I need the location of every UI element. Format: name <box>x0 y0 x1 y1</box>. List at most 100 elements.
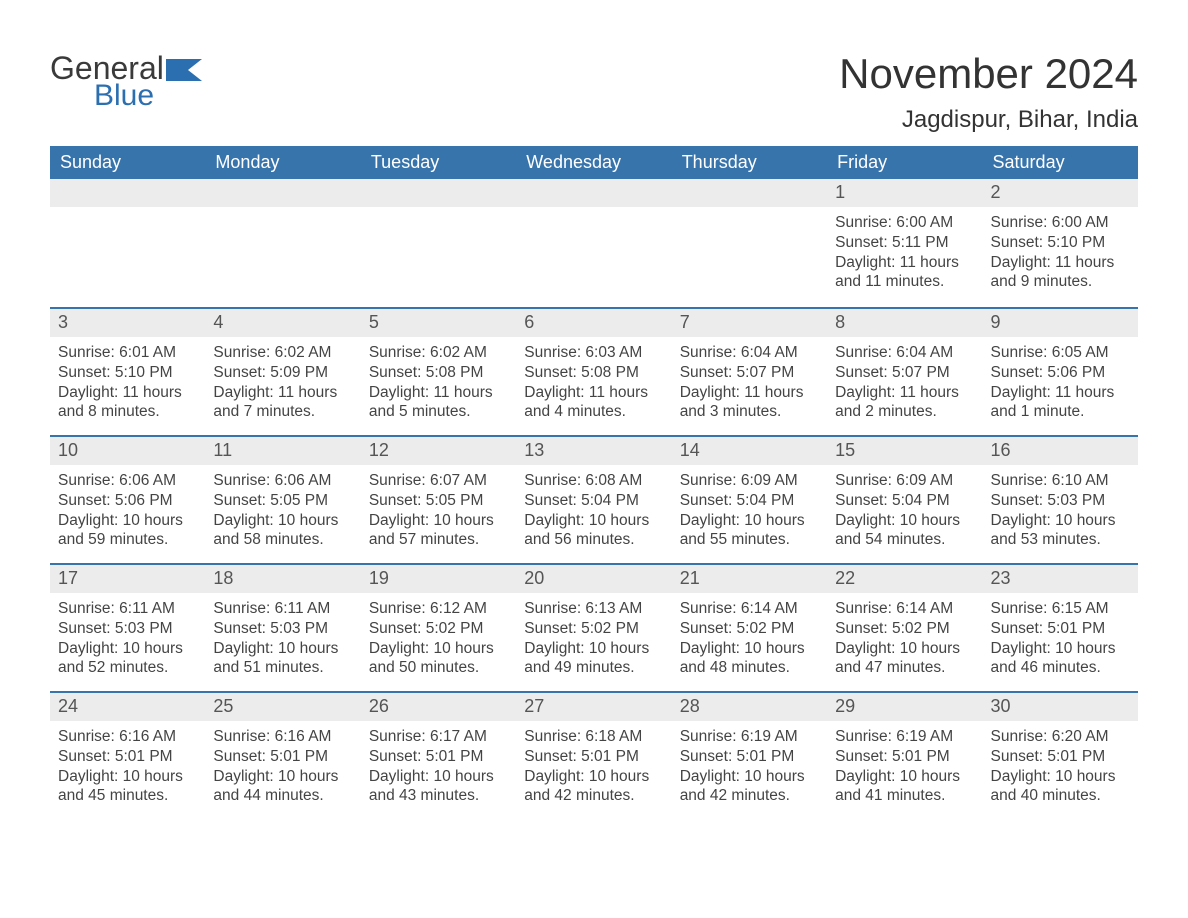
day-body: Sunrise: 6:06 AMSunset: 5:06 PMDaylight:… <box>50 465 205 562</box>
day-body: Sunrise: 6:03 AMSunset: 5:08 PMDaylight:… <box>516 337 671 434</box>
sunset-text: Sunset: 5:05 PM <box>213 491 352 511</box>
day-number: 20 <box>516 565 671 593</box>
daylight-text: Daylight: 11 hours and 5 minutes. <box>369 383 508 423</box>
day-cell: 14Sunrise: 6:09 AMSunset: 5:04 PMDayligh… <box>672 437 827 563</box>
weekday-header: Sunday <box>50 146 205 179</box>
weekday-header: Wednesday <box>516 146 671 179</box>
day-number: 9 <box>983 309 1138 337</box>
daylight-text: Daylight: 11 hours and 7 minutes. <box>213 383 352 423</box>
sunrise-text: Sunrise: 6:08 AM <box>524 471 663 491</box>
day-number: 30 <box>983 693 1138 721</box>
sunrise-text: Sunrise: 6:13 AM <box>524 599 663 619</box>
daylight-text: Daylight: 11 hours and 1 minute. <box>991 383 1130 423</box>
sunset-text: Sunset: 5:05 PM <box>369 491 508 511</box>
day-cell: 26Sunrise: 6:17 AMSunset: 5:01 PMDayligh… <box>361 693 516 819</box>
day-body <box>205 207 360 225</box>
sunset-text: Sunset: 5:10 PM <box>58 363 197 383</box>
day-cell: 17Sunrise: 6:11 AMSunset: 5:03 PMDayligh… <box>50 565 205 691</box>
day-cell: 22Sunrise: 6:14 AMSunset: 5:02 PMDayligh… <box>827 565 982 691</box>
day-cell: 1Sunrise: 6:00 AMSunset: 5:11 PMDaylight… <box>827 179 982 307</box>
week-row: 17Sunrise: 6:11 AMSunset: 5:03 PMDayligh… <box>50 563 1138 691</box>
day-cell: 20Sunrise: 6:13 AMSunset: 5:02 PMDayligh… <box>516 565 671 691</box>
day-body: Sunrise: 6:19 AMSunset: 5:01 PMDaylight:… <box>827 721 982 818</box>
sunrise-text: Sunrise: 6:04 AM <box>835 343 974 363</box>
sunset-text: Sunset: 5:10 PM <box>991 233 1130 253</box>
day-number: 17 <box>50 565 205 593</box>
day-cell: 4Sunrise: 6:02 AMSunset: 5:09 PMDaylight… <box>205 309 360 435</box>
day-body: Sunrise: 6:19 AMSunset: 5:01 PMDaylight:… <box>672 721 827 818</box>
location: Jagdispur, Bihar, India <box>839 106 1138 134</box>
daylight-text: Daylight: 10 hours and 40 minutes. <box>991 767 1130 807</box>
sunrise-text: Sunrise: 6:16 AM <box>58 727 197 747</box>
day-body <box>516 207 671 225</box>
day-body: Sunrise: 6:01 AMSunset: 5:10 PMDaylight:… <box>50 337 205 434</box>
sunrise-text: Sunrise: 6:03 AM <box>524 343 663 363</box>
daylight-text: Daylight: 10 hours and 57 minutes. <box>369 511 508 551</box>
day-body: Sunrise: 6:07 AMSunset: 5:05 PMDaylight:… <box>361 465 516 562</box>
day-number: 18 <box>205 565 360 593</box>
day-cell: 16Sunrise: 6:10 AMSunset: 5:03 PMDayligh… <box>983 437 1138 563</box>
sunset-text: Sunset: 5:08 PM <box>369 363 508 383</box>
day-number: 3 <box>50 309 205 337</box>
day-cell: 9Sunrise: 6:05 AMSunset: 5:06 PMDaylight… <box>983 309 1138 435</box>
sunset-text: Sunset: 5:01 PM <box>213 747 352 767</box>
sunrise-text: Sunrise: 6:01 AM <box>58 343 197 363</box>
sunrise-text: Sunrise: 6:10 AM <box>991 471 1130 491</box>
day-number: 14 <box>672 437 827 465</box>
day-body: Sunrise: 6:11 AMSunset: 5:03 PMDaylight:… <box>50 593 205 690</box>
day-number: 28 <box>672 693 827 721</box>
day-number: 29 <box>827 693 982 721</box>
sunset-text: Sunset: 5:09 PM <box>213 363 352 383</box>
sunrise-text: Sunrise: 6:15 AM <box>991 599 1130 619</box>
daylight-text: Daylight: 10 hours and 42 minutes. <box>680 767 819 807</box>
daylight-text: Daylight: 11 hours and 11 minutes. <box>835 253 974 293</box>
sunset-text: Sunset: 5:01 PM <box>58 747 197 767</box>
day-cell: 28Sunrise: 6:19 AMSunset: 5:01 PMDayligh… <box>672 693 827 819</box>
sunset-text: Sunset: 5:07 PM <box>680 363 819 383</box>
daylight-text: Daylight: 11 hours and 3 minutes. <box>680 383 819 423</box>
title-block: November 2024 Jagdispur, Bihar, India <box>839 30 1138 134</box>
week-row: 3Sunrise: 6:01 AMSunset: 5:10 PMDaylight… <box>50 307 1138 435</box>
calendar: Sunday Monday Tuesday Wednesday Thursday… <box>50 146 1138 819</box>
day-body: Sunrise: 6:11 AMSunset: 5:03 PMDaylight:… <box>205 593 360 690</box>
week-row: 24Sunrise: 6:16 AMSunset: 5:01 PMDayligh… <box>50 691 1138 819</box>
sunrise-text: Sunrise: 6:04 AM <box>680 343 819 363</box>
daylight-text: Daylight: 10 hours and 55 minutes. <box>680 511 819 551</box>
day-number: 12 <box>361 437 516 465</box>
day-body: Sunrise: 6:14 AMSunset: 5:02 PMDaylight:… <box>672 593 827 690</box>
sunset-text: Sunset: 5:01 PM <box>991 619 1130 639</box>
sunset-text: Sunset: 5:01 PM <box>835 747 974 767</box>
day-cell: 21Sunrise: 6:14 AMSunset: 5:02 PMDayligh… <box>672 565 827 691</box>
logo: General Blue <box>50 30 202 113</box>
daylight-text: Daylight: 10 hours and 56 minutes. <box>524 511 663 551</box>
daylight-text: Daylight: 10 hours and 44 minutes. <box>213 767 352 807</box>
daylight-text: Daylight: 10 hours and 50 minutes. <box>369 639 508 679</box>
daylight-text: Daylight: 10 hours and 49 minutes. <box>524 639 663 679</box>
sunrise-text: Sunrise: 6:09 AM <box>835 471 974 491</box>
sunrise-text: Sunrise: 6:05 AM <box>991 343 1130 363</box>
sunrise-text: Sunrise: 6:14 AM <box>835 599 974 619</box>
daylight-text: Daylight: 10 hours and 54 minutes. <box>835 511 974 551</box>
day-number: 27 <box>516 693 671 721</box>
sunset-text: Sunset: 5:07 PM <box>835 363 974 383</box>
day-number <box>672 179 827 207</box>
day-cell: 8Sunrise: 6:04 AMSunset: 5:07 PMDaylight… <box>827 309 982 435</box>
day-body: Sunrise: 6:16 AMSunset: 5:01 PMDaylight:… <box>50 721 205 818</box>
day-cell: 18Sunrise: 6:11 AMSunset: 5:03 PMDayligh… <box>205 565 360 691</box>
sunrise-text: Sunrise: 6:00 AM <box>835 213 974 233</box>
sunrise-text: Sunrise: 6:14 AM <box>680 599 819 619</box>
day-body: Sunrise: 6:08 AMSunset: 5:04 PMDaylight:… <box>516 465 671 562</box>
day-cell: 29Sunrise: 6:19 AMSunset: 5:01 PMDayligh… <box>827 693 982 819</box>
day-cell <box>672 179 827 307</box>
daylight-text: Daylight: 10 hours and 58 minutes. <box>213 511 352 551</box>
sunrise-text: Sunrise: 6:20 AM <box>991 727 1130 747</box>
day-number <box>205 179 360 207</box>
day-body: Sunrise: 6:18 AMSunset: 5:01 PMDaylight:… <box>516 721 671 818</box>
day-cell: 24Sunrise: 6:16 AMSunset: 5:01 PMDayligh… <box>50 693 205 819</box>
day-number: 6 <box>516 309 671 337</box>
daylight-text: Daylight: 11 hours and 4 minutes. <box>524 383 663 423</box>
sunrise-text: Sunrise: 6:07 AM <box>369 471 508 491</box>
day-cell <box>50 179 205 307</box>
day-cell: 30Sunrise: 6:20 AMSunset: 5:01 PMDayligh… <box>983 693 1138 819</box>
day-number: 7 <box>672 309 827 337</box>
